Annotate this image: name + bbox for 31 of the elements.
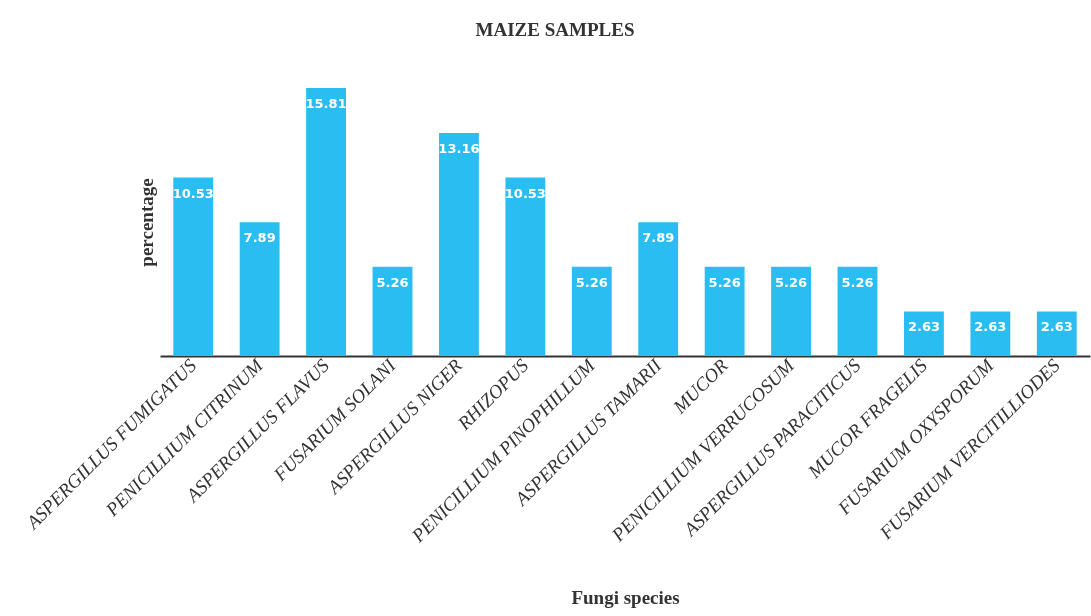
bar [771, 266, 811, 356]
bar [571, 266, 612, 356]
bar [439, 132, 479, 356]
bar [505, 177, 546, 356]
bar [704, 266, 745, 356]
bar [904, 311, 944, 356]
y-axis-title: percentage [135, 178, 157, 267]
data-label: 5.26 [708, 274, 741, 290]
data-label: 7.89 [243, 230, 276, 246]
bar [1036, 311, 1077, 356]
data-label: 5.26 [575, 274, 608, 290]
bar [970, 311, 1011, 356]
data-label: 2.63 [907, 319, 940, 335]
data-label: 10.53 [504, 185, 546, 201]
data-label: 5.26 [775, 274, 808, 290]
bar [239, 222, 280, 356]
bar [837, 266, 878, 356]
chart-title: MAIZE SAMPLES [475, 19, 635, 40]
x-axis-title: Fungi species [571, 586, 680, 608]
bar [638, 222, 679, 356]
data-label: 5.26 [376, 274, 409, 290]
bar [173, 177, 214, 356]
data-label: 7.89 [642, 230, 675, 246]
data-label: 10.53 [172, 185, 214, 201]
data-label: 15.81 [305, 96, 347, 111]
bar [306, 88, 346, 356]
data-label: 13.16 [438, 140, 480, 156]
data-label: 5.26 [841, 274, 874, 290]
data-label: 2.63 [1040, 319, 1073, 335]
bar [372, 266, 413, 356]
data-label: 2.63 [974, 319, 1007, 335]
